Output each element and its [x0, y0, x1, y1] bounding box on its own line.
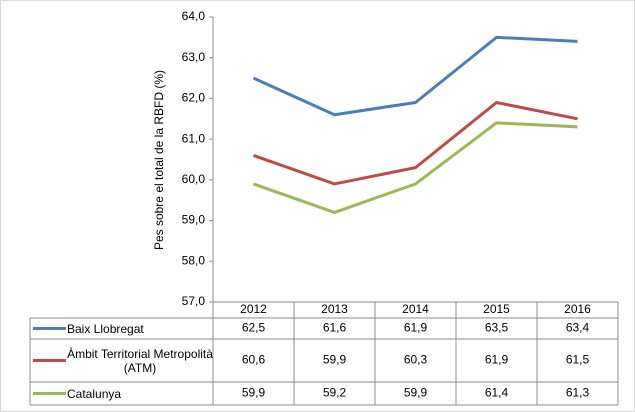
- legend-label: Catalunya: [67, 386, 122, 401]
- legend-label: Àmbit Territorial Metropolità (ATM): [67, 346, 213, 375]
- table-value: 59,9: [242, 386, 266, 400]
- series-line: [252, 35, 578, 117]
- x-tick-label: 2014: [402, 302, 429, 316]
- table-value: 60,3: [404, 353, 428, 367]
- legend-box: Àmbit Territorial Metropolità (ATM): [67, 339, 213, 382]
- series-line: [253, 101, 578, 186]
- y-tick-label: 57,0: [182, 294, 206, 308]
- table-value: 60,6: [242, 353, 266, 367]
- table-value: 59,9: [323, 353, 347, 367]
- legend-box: Baix Llobregat: [67, 318, 213, 339]
- table-value: 61,6: [323, 321, 347, 335]
- y-tick-label: 59,0: [182, 213, 206, 227]
- series-line: [253, 121, 578, 214]
- y-tick-label: 64,0: [182, 9, 206, 23]
- y-tick-label: 60,0: [182, 172, 206, 186]
- legend-label-box: Àmbit Territorial Metropolità (ATM): [67, 339, 213, 382]
- table-value: 61,5: [566, 353, 590, 367]
- legend-box: Catalunya: [67, 382, 213, 405]
- table-value: 61,9: [485, 353, 509, 367]
- table-value: 61,4: [485, 386, 509, 400]
- table-value: 62,5: [242, 321, 266, 335]
- y-tick-label: 62,0: [182, 91, 206, 105]
- x-tick-label: 2015: [483, 302, 510, 316]
- x-tick-label: 2013: [321, 302, 348, 316]
- table-value: 63,5: [485, 321, 509, 335]
- table-value: 59,9: [404, 386, 428, 400]
- table-value: 61,3: [566, 386, 590, 400]
- table-value: 63,4: [566, 321, 590, 335]
- legend-label-box: Catalunya: [67, 382, 213, 405]
- legend-label-box: Baix Llobregat: [67, 318, 213, 339]
- x-tick-label: 2012: [240, 302, 267, 316]
- y-tick-label: 61,0: [182, 131, 206, 145]
- y-tick-label: 58,0: [182, 253, 206, 267]
- table-value: 59,2: [323, 386, 347, 400]
- y-axis-label: Pes sobre el total de la RBFD (%): [152, 70, 166, 250]
- x-tick-label: 2016: [564, 302, 591, 316]
- y-tick-label: 63,0: [182, 50, 206, 64]
- table-value: 61,9: [404, 321, 428, 335]
- legend-label: Baix Llobregat: [67, 321, 144, 336]
